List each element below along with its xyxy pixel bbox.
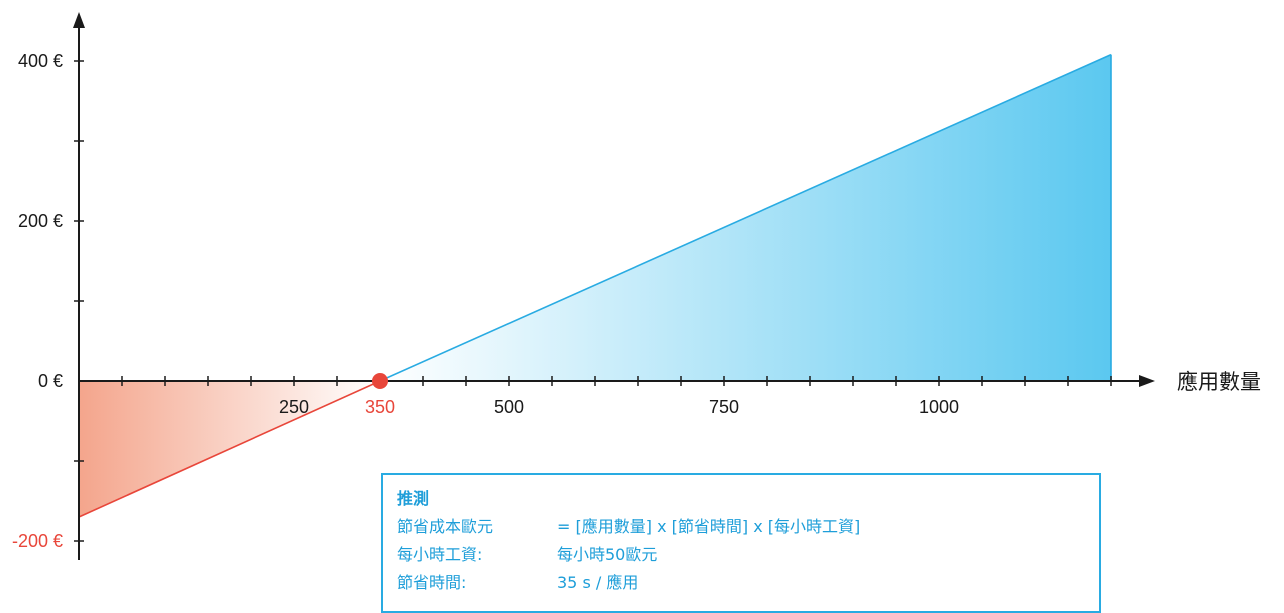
assumption-value: 每小時50歐元	[557, 545, 658, 564]
assumptions-box: 推測 節省成本歐元 = [應用數量] x [節省時間] x [每小時工資] 每小…	[381, 473, 1101, 613]
assumption-row-wage: 每小時工資: 每小時50歐元	[397, 541, 1085, 569]
assumption-key: 節省成本歐元	[397, 517, 494, 536]
assumption-value: 35 s / 應用	[557, 573, 639, 592]
gain-line	[379, 53, 1112, 382]
x-tick-label: 750	[709, 397, 739, 417]
assumption-key: 每小時工資:	[397, 545, 483, 564]
x-tick-label: 250	[279, 397, 309, 417]
assumption-key: 節省時間:	[397, 573, 467, 592]
x-tick-label: 500	[494, 397, 524, 417]
y-tick-label: 0 €	[38, 371, 63, 391]
break-even-point	[372, 373, 388, 389]
x-tick-label: 1000	[919, 397, 959, 417]
loss-line	[78, 380, 381, 518]
y-axis-arrow	[73, 12, 85, 28]
x-axis-label: 應用數量	[1177, 370, 1261, 394]
x-tick-label: 350	[365, 397, 395, 417]
assumptions-title: 推測	[397, 489, 430, 508]
assumption-row-time: 節省時間: 35 s / 應用	[397, 569, 1085, 597]
x-axis-arrow	[1139, 375, 1155, 387]
assumption-value: = [應用數量] x [節省時間] x [每小時工資]	[557, 517, 861, 536]
y-tick-label: 200 €	[18, 211, 63, 231]
y-tick-label: 400 €	[18, 51, 63, 71]
assumption-row-formula: 節省成本歐元 = [應用數量] x [節省時間] x [每小時工資]	[397, 513, 1085, 541]
y-tick-label: -200 €	[12, 531, 63, 551]
